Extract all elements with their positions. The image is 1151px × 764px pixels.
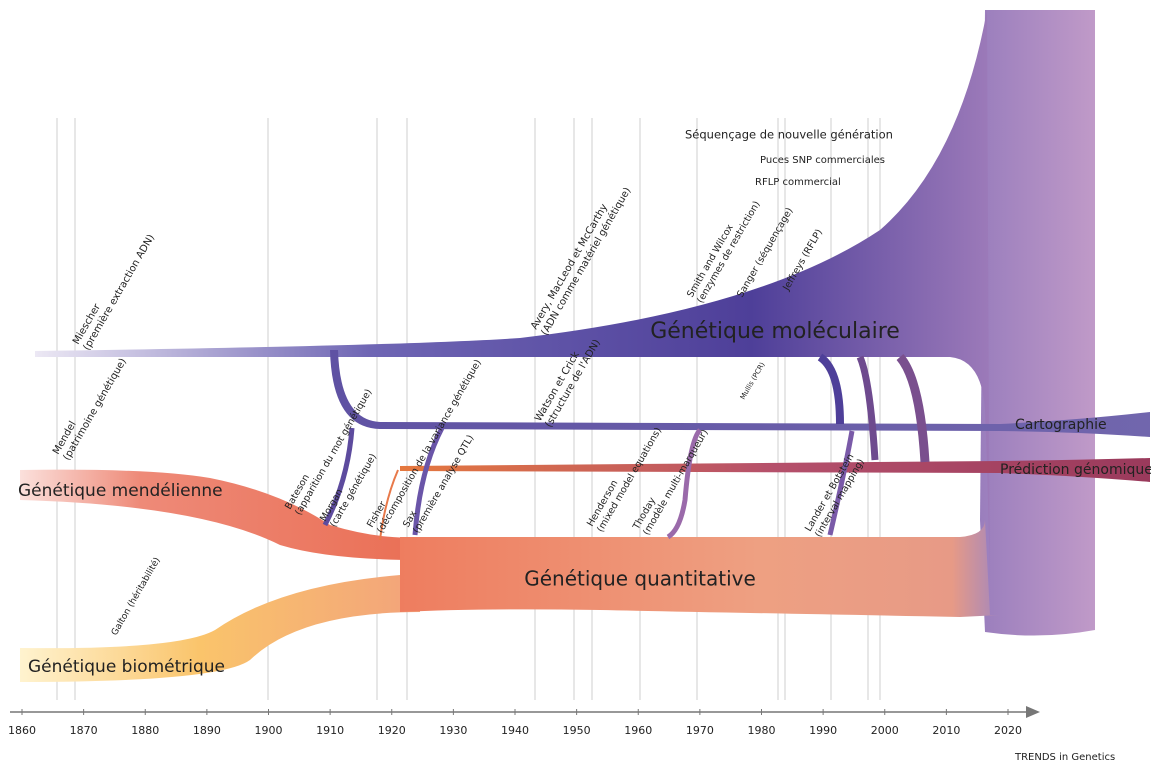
tick-label: 1950 <box>563 724 591 737</box>
event-name: Avery, MacLeod et McCarthy <box>529 202 610 331</box>
tick-label: 2000 <box>871 724 899 737</box>
credit: TRENDS in Genetics <box>1014 752 1115 763</box>
tick-label: 1870 <box>70 724 98 737</box>
event: Mendel(patrimoine génétique) <box>51 356 129 462</box>
connector <box>666 428 702 540</box>
mendelian-stream <box>20 469 420 560</box>
stream-label: Génétique biométrique <box>28 657 225 677</box>
event: Avery, MacLeod et McCarthy(ADN comme mat… <box>529 185 634 337</box>
tick-label: 1880 <box>131 724 159 737</box>
event: Bateson(apparition du mot génétique) <box>283 387 374 517</box>
tick-label: 1990 <box>809 724 837 737</box>
milestone: Séquençage de nouvelle génération <box>685 128 893 142</box>
connectors <box>322 353 930 541</box>
axis-ticks: 1860 1870 1880 1890 1900 1910 1920 1930 1940 1950… <box>8 709 1022 737</box>
prediction-stream <box>400 458 1150 482</box>
molecular-stream <box>980 10 1095 636</box>
event-detail: (enzymes de restriction) <box>695 199 763 305</box>
connector <box>379 469 399 541</box>
tick-label: 1860 <box>8 724 36 737</box>
event-detail: (patrimoine génétique) <box>61 356 129 462</box>
connector <box>817 353 844 425</box>
event-name: Mullis (PCR) <box>739 361 767 401</box>
event: Mullis (PCR) <box>739 361 767 401</box>
stream-label: Prédiction génomique <box>1000 462 1151 478</box>
tick-label: 2010 <box>932 724 960 737</box>
connector <box>827 430 855 536</box>
stream-label: Génétique moléculaire <box>650 319 900 344</box>
quantitative-stream <box>400 520 1000 617</box>
tick-label: 1900 <box>255 724 283 737</box>
axis-arrow <box>1026 706 1040 718</box>
stream-label: Cartographie <box>1015 417 1107 433</box>
milestone: Puces SNP commerciales <box>760 155 885 166</box>
cartographie-stream <box>330 350 1150 437</box>
event: Miescher(première extraction ADN) <box>71 232 157 352</box>
tick-label: 1970 <box>686 724 714 737</box>
tick-label: 1910 <box>316 724 344 737</box>
event: Galton (héritabilité) <box>109 555 163 637</box>
tick-label: 1920 <box>378 724 406 737</box>
stream-label: Génétique mendélienne <box>18 481 223 501</box>
tick-label: 1940 <box>501 724 529 737</box>
milestone: RFLP commercial <box>755 177 841 188</box>
connector <box>896 354 930 463</box>
stream-label: Génétique quantitative <box>524 567 756 591</box>
tick-label: 1960 <box>624 724 652 737</box>
event: Thoday(modèle multi-marqueur) <box>631 428 711 538</box>
connector <box>856 355 879 461</box>
tick-label: 1930 <box>439 724 467 737</box>
event-name: Galton (héritabilité) <box>109 555 163 637</box>
molecular-stream <box>35 10 990 630</box>
connector <box>412 426 445 536</box>
tick-label: 2020 <box>994 724 1022 737</box>
event-detail: (première extraction ADN) <box>81 232 157 352</box>
tick-label: 1980 <box>748 724 776 737</box>
connector <box>322 427 355 527</box>
biometric-stream <box>20 575 420 682</box>
event-detail: (ADN comme matériel génétique) <box>539 185 634 337</box>
tick-label: 1890 <box>193 724 221 737</box>
